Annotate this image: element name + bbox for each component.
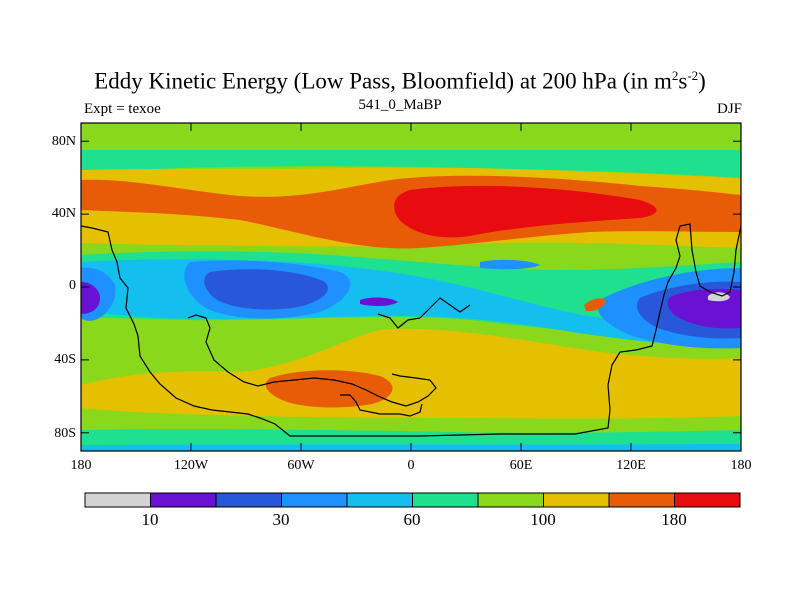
colorbar-box [346, 492, 413, 508]
coastline-asia [377, 297, 471, 329]
run-label: 541_0_MaBP [358, 97, 442, 113]
colorbar [84, 492, 741, 508]
plot-title: Eddy Kinetic Energy (Low Pass, Bloomfiel… [94, 68, 706, 94]
contour-band [81, 282, 100, 314]
coastlines [81, 223, 741, 437]
axis-ticks [80, 123, 742, 451]
colorbar-box [215, 492, 282, 508]
lon-label: 180 [730, 458, 752, 473]
experiment-label: Expt = texoe [84, 101, 161, 117]
lat-label: 40N [51, 206, 76, 221]
lat-label: 40S [54, 352, 76, 367]
lon-label: 0 [407, 458, 415, 473]
colorbar-box [477, 492, 544, 508]
lon-label: 180 [70, 458, 92, 473]
colorbar-label: 30 [272, 510, 290, 529]
coastline-eastern [574, 223, 741, 435]
colorbar-box [281, 492, 348, 508]
colorbar-label: 10 [141, 510, 159, 529]
colorbar-box [84, 492, 151, 508]
contour-fill-layer [81, 123, 741, 451]
coastline-islands [340, 394, 423, 417]
colorbar-label: 60 [403, 510, 421, 529]
contour-band [360, 297, 398, 307]
coastline-africa [187, 314, 437, 407]
lat-label: 80N [51, 134, 76, 149]
season-label: DJF [716, 101, 742, 117]
lon-label: 60E [509, 458, 533, 473]
contour-band [81, 328, 741, 419]
contour-band [204, 269, 328, 310]
lat-label: 0 [69, 278, 76, 293]
colorbar-box [150, 492, 217, 508]
lat-label: 80S [54, 426, 76, 441]
lon-label: 120W [173, 458, 209, 473]
colorbar-box [412, 492, 479, 508]
colorbar-label: 100 [530, 510, 556, 529]
lon-label: 120E [616, 458, 646, 473]
lon-label: 60W [287, 458, 315, 473]
contour-band [584, 298, 606, 312]
contour-band [480, 259, 540, 270]
coastline-americas [81, 225, 575, 437]
colorbar-box [608, 492, 675, 508]
contour-band [394, 185, 657, 238]
colorbar-label: 180 [661, 510, 687, 529]
colorbar-box [674, 492, 741, 508]
contour-band [81, 150, 741, 178]
colorbar-box [543, 492, 610, 508]
